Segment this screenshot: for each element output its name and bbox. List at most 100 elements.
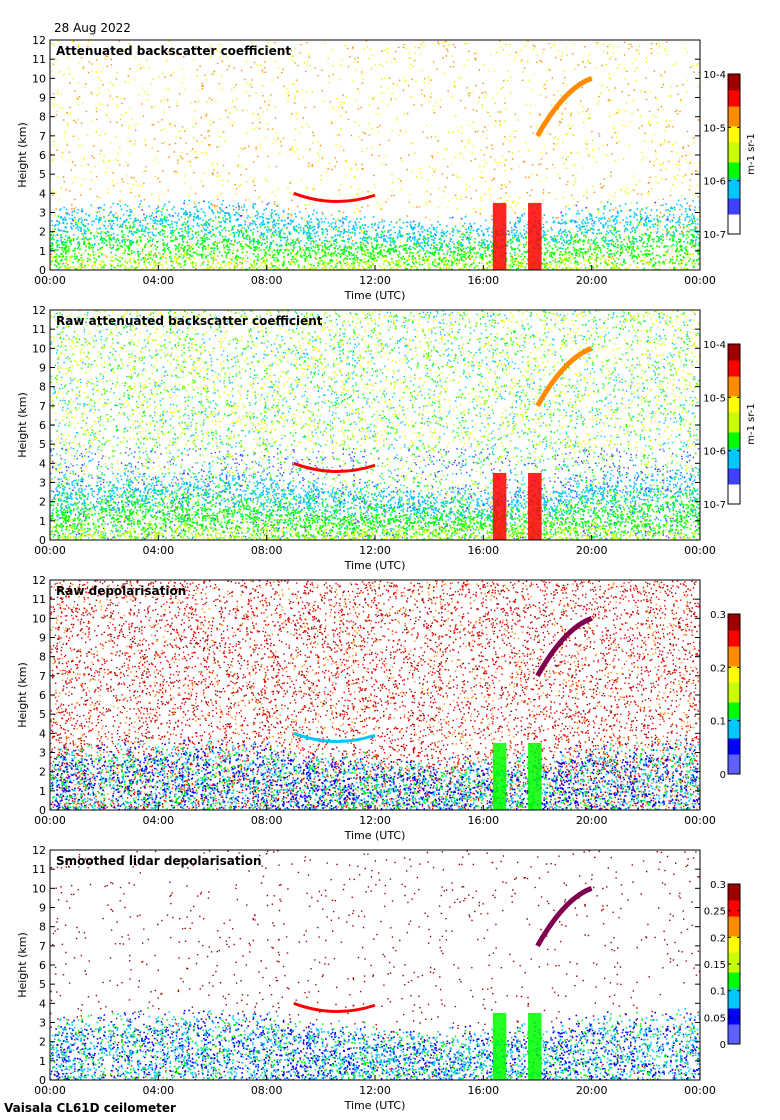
x-tick-label: 20:00 bbox=[576, 1084, 608, 1097]
colorbar-tick-label: 0.05 bbox=[704, 1013, 726, 1024]
y-tick-label: 7 bbox=[39, 130, 46, 143]
x-tick-label: 16:00 bbox=[467, 544, 499, 557]
y-tick-label: 4 bbox=[39, 727, 46, 740]
x-tick-label: 08:00 bbox=[251, 814, 283, 827]
panel-3 bbox=[49, 579, 741, 811]
colorbar-tick-label: 10-6 bbox=[703, 177, 726, 188]
colorbar-unit-label: m-1 sr-1 bbox=[746, 133, 757, 175]
y-tick-label: 1 bbox=[39, 515, 46, 528]
x-tick-label: 00:00 bbox=[34, 1084, 66, 1097]
colorbar-tick-label: 0.3 bbox=[710, 610, 726, 621]
y-tick-label: 9 bbox=[39, 632, 46, 645]
panel-4 bbox=[49, 849, 741, 1081]
x-tick-label: 08:00 bbox=[251, 1084, 283, 1097]
x-axis-label: Time (UTC) bbox=[344, 829, 406, 842]
y-tick-label: 2 bbox=[39, 496, 46, 509]
x-tick-label: 04:00 bbox=[142, 1084, 174, 1097]
heatmap-area bbox=[50, 580, 700, 810]
y-tick-label: 4 bbox=[39, 187, 46, 200]
date-label: 28 Aug 2022 bbox=[54, 21, 131, 35]
x-tick-label: 16:00 bbox=[467, 814, 499, 827]
y-tick-label: 12 bbox=[32, 304, 46, 317]
x-tick-label: 00:00 bbox=[34, 814, 66, 827]
x-tick-label: 12:00 bbox=[359, 544, 391, 557]
y-tick-label: 1 bbox=[39, 245, 46, 258]
x-tick-label: 08:00 bbox=[251, 274, 283, 287]
panel-title: Raw depolarisation bbox=[56, 584, 186, 598]
y-tick-label: 5 bbox=[39, 438, 46, 451]
y-tick-label: 5 bbox=[39, 978, 46, 991]
x-tick-label: 00:00 bbox=[684, 544, 716, 557]
x-tick-label: 20:00 bbox=[576, 814, 608, 827]
y-tick-label: 1 bbox=[39, 1055, 46, 1068]
colorbar-tick-label: 0.2 bbox=[710, 663, 726, 674]
panel-title: Raw attenuated backscatter coefficient bbox=[56, 314, 323, 328]
y-tick-label: 0 bbox=[39, 1074, 46, 1087]
y-tick-label: 3 bbox=[39, 1017, 46, 1030]
y-tick-label: 5 bbox=[39, 168, 46, 181]
colorbar-tick-label: 0.1 bbox=[710, 987, 726, 998]
heatmap-area bbox=[50, 310, 700, 540]
x-tick-label: 12:00 bbox=[359, 274, 391, 287]
y-axis-label: Height (km) bbox=[16, 392, 29, 458]
y-tick-label: 4 bbox=[39, 997, 46, 1010]
x-axis-label: Time (UTC) bbox=[344, 1099, 406, 1112]
x-tick-label: 00:00 bbox=[684, 814, 716, 827]
heatmap-area bbox=[50, 850, 700, 1080]
y-tick-label: 5 bbox=[39, 708, 46, 721]
panel-2 bbox=[49, 309, 741, 541]
y-tick-label: 10 bbox=[32, 612, 46, 625]
y-tick-label: 9 bbox=[39, 362, 46, 375]
x-tick-label: 00:00 bbox=[684, 274, 716, 287]
panel-title: Attenuated backscatter coefficient bbox=[56, 44, 291, 58]
y-tick-label: 9 bbox=[39, 902, 46, 915]
x-tick-label: 20:00 bbox=[576, 544, 608, 557]
y-tick-label: 3 bbox=[39, 747, 46, 760]
y-tick-label: 10 bbox=[32, 882, 46, 895]
colorbar-tick-label: 0 bbox=[720, 770, 726, 781]
y-tick-label: 3 bbox=[39, 477, 46, 490]
y-tick-label: 12 bbox=[32, 34, 46, 47]
y-tick-label: 9 bbox=[39, 92, 46, 105]
colorbar-tick-label: 10-7 bbox=[703, 230, 726, 241]
x-axis-label: Time (UTC) bbox=[344, 559, 406, 572]
y-tick-label: 0 bbox=[39, 534, 46, 547]
y-tick-label: 2 bbox=[39, 766, 46, 779]
x-tick-label: 20:00 bbox=[576, 274, 608, 287]
colorbar-tick-label: 0 bbox=[720, 1040, 726, 1051]
colorbar-tick-label: 0.15 bbox=[704, 960, 726, 971]
y-tick-label: 11 bbox=[32, 863, 46, 876]
y-tick-label: 0 bbox=[39, 804, 46, 817]
y-tick-label: 12 bbox=[32, 574, 46, 587]
colorbar-tick-label: 10-4 bbox=[703, 70, 726, 81]
y-tick-label: 8 bbox=[39, 651, 46, 664]
x-tick-label: 04:00 bbox=[142, 814, 174, 827]
y-tick-label: 1 bbox=[39, 785, 46, 798]
footer-label: Vaisala CL61D ceilometer bbox=[4, 1101, 176, 1115]
y-tick-label: 0 bbox=[39, 264, 46, 277]
x-tick-label: 16:00 bbox=[467, 1084, 499, 1097]
y-axis-label: Height (km) bbox=[16, 932, 29, 998]
x-tick-label: 08:00 bbox=[251, 544, 283, 557]
y-tick-label: 6 bbox=[39, 689, 46, 702]
y-tick-label: 7 bbox=[39, 940, 46, 953]
heatmap-area bbox=[50, 40, 700, 270]
colorbar-unit-label: m-1 sr-1 bbox=[746, 403, 757, 445]
x-axis-label: Time (UTC) bbox=[344, 289, 406, 302]
colorbar-tick-label: 10-4 bbox=[703, 340, 726, 351]
y-tick-label: 3 bbox=[39, 207, 46, 220]
y-tick-label: 8 bbox=[39, 921, 46, 934]
colorbar-tick-label: 10-5 bbox=[703, 393, 726, 404]
colorbar-tick-label: 0.25 bbox=[704, 907, 726, 918]
y-tick-label: 10 bbox=[32, 342, 46, 355]
y-tick-label: 12 bbox=[32, 844, 46, 857]
x-tick-label: 00:00 bbox=[34, 274, 66, 287]
x-tick-label: 04:00 bbox=[142, 274, 174, 287]
colorbar-tick-label: 10-7 bbox=[703, 500, 726, 511]
y-tick-label: 10 bbox=[32, 72, 46, 85]
y-tick-label: 4 bbox=[39, 457, 46, 470]
y-tick-label: 2 bbox=[39, 1036, 46, 1049]
colorbar-tick-label: 10-6 bbox=[703, 447, 726, 458]
x-tick-label: 12:00 bbox=[359, 814, 391, 827]
